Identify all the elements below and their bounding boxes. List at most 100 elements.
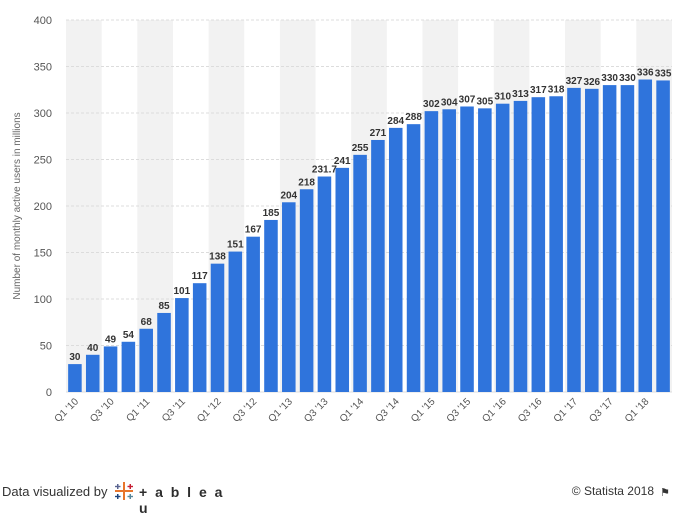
x-tick-label: Q1 '10 bbox=[53, 396, 82, 425]
data-label: 101 bbox=[174, 286, 191, 297]
data-label: 49 bbox=[105, 334, 117, 345]
data-label: 304 bbox=[441, 97, 458, 108]
data-label: 330 bbox=[601, 73, 618, 84]
y-tick-label: 150 bbox=[34, 248, 52, 260]
x-tick-label: Q3 '17 bbox=[587, 396, 616, 425]
bar bbox=[460, 106, 474, 393]
bar bbox=[103, 346, 118, 392]
data-label: 204 bbox=[280, 190, 297, 201]
data-label: 40 bbox=[87, 343, 99, 354]
y-tick-label: 300 bbox=[34, 108, 52, 120]
bar bbox=[513, 100, 528, 392]
bar bbox=[549, 96, 563, 392]
bar bbox=[192, 283, 207, 392]
x-tick-label: Q1 '13 bbox=[267, 396, 296, 425]
data-label: 117 bbox=[192, 271, 209, 282]
x-tick-label: Q3 '16 bbox=[516, 396, 545, 425]
data-label: 318 bbox=[548, 84, 565, 95]
data-label: 30 bbox=[69, 352, 81, 363]
bar bbox=[299, 189, 314, 392]
y-tick-label: 200 bbox=[34, 201, 52, 213]
data-label: 185 bbox=[263, 208, 280, 219]
y-tick-label: 100 bbox=[34, 294, 52, 306]
bar bbox=[424, 111, 439, 392]
bar bbox=[406, 124, 421, 392]
data-label: 302 bbox=[423, 99, 440, 110]
y-axis-label: Number of monthly active users in millio… bbox=[12, 112, 23, 299]
data-label: 335 bbox=[655, 68, 672, 79]
bar bbox=[620, 85, 635, 392]
data-visualized-by-text: Data visualized by bbox=[2, 484, 108, 499]
bar bbox=[602, 85, 617, 392]
x-tick-label: Q3 '12 bbox=[231, 396, 260, 425]
bar bbox=[175, 298, 189, 392]
data-label: 317 bbox=[530, 85, 547, 96]
bar bbox=[85, 354, 100, 392]
bar bbox=[585, 88, 599, 392]
copyright-text[interactable]: © Statista 2018 bbox=[571, 484, 654, 498]
data-label: 313 bbox=[512, 89, 529, 100]
data-label: 54 bbox=[123, 330, 135, 341]
x-tick-label: Q3 '11 bbox=[160, 396, 188, 424]
bar bbox=[371, 139, 385, 392]
data-label: 271 bbox=[370, 128, 387, 139]
bar bbox=[495, 103, 510, 392]
bar bbox=[157, 312, 171, 392]
data-label: 231.7 bbox=[312, 165, 337, 176]
data-label: 68 bbox=[141, 317, 153, 328]
data-label: 218 bbox=[298, 177, 315, 188]
data-label: 241 bbox=[334, 156, 351, 167]
bar bbox=[335, 167, 350, 392]
x-tick-label: Q1 '17 bbox=[552, 396, 581, 425]
flag-icon[interactable]: ⚑ bbox=[660, 487, 670, 499]
y-tick-label: 50 bbox=[40, 341, 52, 353]
bar bbox=[478, 108, 492, 392]
data-label: 307 bbox=[459, 94, 476, 105]
data-label: 85 bbox=[158, 301, 170, 312]
x-tick-label: Q1 '11 bbox=[124, 396, 152, 424]
tableau-logo[interactable]: + a b l e a u bbox=[113, 480, 233, 516]
data-label: 336 bbox=[637, 68, 654, 79]
x-tick-label: Q1 '15 bbox=[409, 396, 438, 425]
y-tick-label: 400 bbox=[34, 15, 52, 27]
data-label: 327 bbox=[566, 76, 583, 87]
bar bbox=[121, 341, 136, 392]
data-label: 310 bbox=[494, 92, 511, 103]
bar bbox=[68, 364, 82, 392]
data-label: 305 bbox=[477, 96, 494, 107]
bar bbox=[139, 328, 153, 392]
bar bbox=[210, 263, 225, 392]
data-label: 284 bbox=[387, 116, 404, 127]
x-tick-label: Q3 '10 bbox=[88, 396, 117, 425]
y-tick-label: 350 bbox=[34, 62, 52, 74]
bar bbox=[388, 127, 403, 392]
data-label: 138 bbox=[209, 252, 226, 263]
bar bbox=[638, 79, 653, 393]
bar bbox=[442, 109, 456, 392]
data-label: 326 bbox=[583, 77, 600, 88]
data-label: 288 bbox=[405, 112, 422, 123]
x-tick-label: Q1 '14 bbox=[338, 396, 367, 425]
data-label: 151 bbox=[227, 240, 244, 251]
x-tick-label: Q1 '18 bbox=[623, 396, 652, 425]
x-tick-label: Q1 '16 bbox=[480, 396, 509, 425]
bar bbox=[317, 176, 332, 392]
y-tick-label: 0 bbox=[46, 387, 52, 399]
bar bbox=[656, 80, 670, 392]
bar bbox=[353, 154, 367, 392]
y-tick-label: 250 bbox=[34, 155, 52, 167]
tableau-wordmark: + a b l e a u bbox=[139, 484, 225, 516]
bar bbox=[567, 87, 581, 392]
x-tick-label: Q3 '15 bbox=[445, 396, 474, 425]
x-tick-label: Q3 '14 bbox=[373, 396, 402, 425]
data-label: 167 bbox=[245, 225, 262, 236]
bar bbox=[264, 219, 278, 392]
bar-chart: 0 50 100 150 200 250 300 350 400 Number of monthl… bbox=[12, 15, 672, 425]
bar bbox=[282, 202, 296, 392]
bar bbox=[228, 251, 243, 392]
bar bbox=[246, 236, 260, 392]
data-label: 255 bbox=[352, 143, 369, 154]
bar bbox=[531, 97, 546, 392]
footer: Data visualized by + a b l e a u © Stati… bbox=[0, 478, 676, 516]
x-tick-label: Q3 '13 bbox=[302, 396, 331, 425]
